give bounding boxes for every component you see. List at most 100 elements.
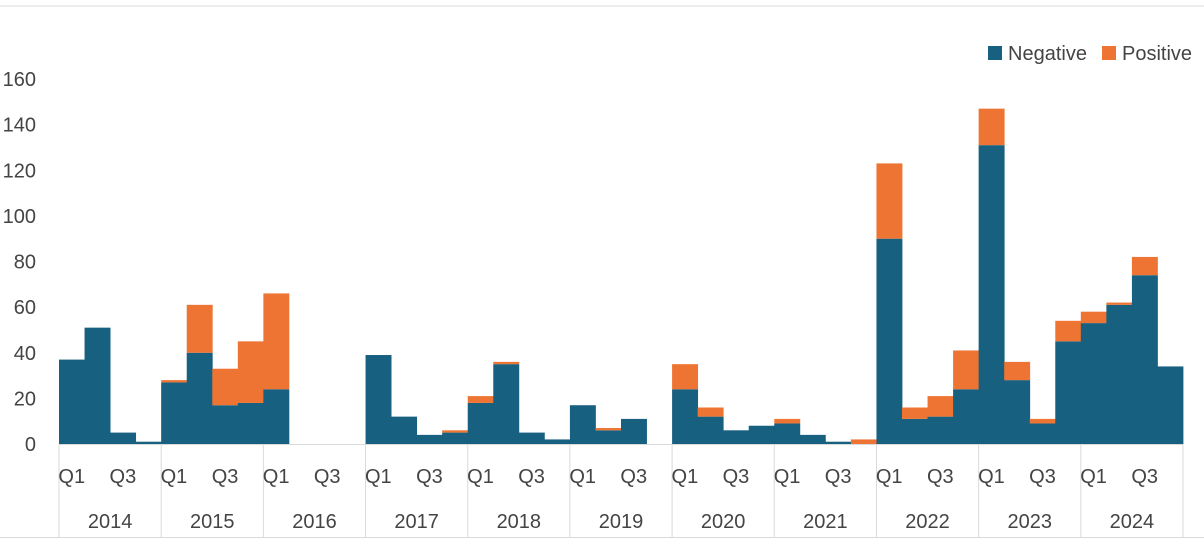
legend: Negative Positive (988, 43, 1192, 65)
bar-negative (825, 441, 852, 444)
bar-negative (953, 389, 980, 444)
bar-negative (1029, 423, 1056, 444)
bar-negative (467, 402, 494, 444)
y-tick-label: 40 (14, 343, 36, 365)
quarter-tick-label: Q1 (876, 466, 903, 488)
bar-negative (416, 434, 443, 444)
legend-label-negative: Negative (1008, 43, 1087, 65)
quarter-tick-label: Q3 (518, 466, 545, 488)
bar-negative (697, 416, 724, 444)
bar-positive (161, 380, 188, 383)
bar-negative (365, 355, 392, 444)
quarter-tick-label: Q3 (927, 466, 954, 488)
quarter-tick-label: Q1 (161, 466, 188, 488)
x-axis: Q1 Q3 2014 Q1 Q3 2015 Q1 Q3 2016 Q1 Q3 2017 Q1 Q3 2018… (0, 444, 1204, 538)
quarter-tick-label: Q1 (672, 466, 699, 488)
bar-negative (621, 418, 647, 444)
quarter-tick-label: Q3 (1131, 466, 1158, 488)
bar-negative (927, 416, 954, 444)
bars (59, 108, 1184, 444)
bar-positive (774, 418, 801, 424)
quarter-tick-label: Q1 (774, 466, 801, 488)
quarter-tick-label: Q3 (723, 466, 750, 488)
bar-negative (1106, 304, 1133, 444)
legend-swatch-negative (988, 46, 1002, 60)
bar-negative (84, 327, 111, 444)
quarter-tick-label: Q3 (416, 466, 443, 488)
y-tick-label: 60 (14, 297, 36, 319)
bar-negative (902, 418, 928, 444)
year-tick-label: 2014 (88, 511, 133, 533)
bar-positive (953, 350, 980, 390)
bar-positive (902, 407, 928, 419)
bar-positive (1080, 311, 1107, 324)
year-tick-label: 2024 (1110, 511, 1155, 533)
legend-label-positive: Positive (1122, 43, 1192, 65)
year-tick-label: 2018 (497, 511, 542, 533)
bar-negative (1055, 341, 1082, 444)
quarter-tick-label: Q1 (365, 466, 392, 488)
bar-positive (927, 396, 954, 417)
y-tick-label: 140 (3, 115, 36, 137)
bar-positive (263, 293, 290, 390)
bar-positive (672, 364, 699, 390)
bar-negative (135, 441, 162, 444)
quarter-tick-label: Q3 (314, 466, 341, 488)
bar-negative (1004, 380, 1031, 444)
bar-negative (799, 434, 826, 444)
year-tick-label: 2017 (394, 511, 439, 533)
bar-positive (595, 428, 622, 431)
quarter-tick-label: Q1 (467, 466, 494, 488)
bar-negative (978, 145, 1005, 444)
year-tick-label: 2021 (803, 511, 848, 533)
bar-positive (978, 108, 1005, 146)
bar-positive (1055, 320, 1082, 342)
quarter-tick-label: Q1 (569, 466, 596, 488)
quarter-tick-label: Q3 (620, 466, 647, 488)
bar-negative (1131, 275, 1158, 444)
bar-positive (1131, 256, 1158, 276)
bar-negative (186, 352, 213, 444)
bar-negative (1080, 323, 1107, 444)
bar-negative (442, 432, 469, 444)
bar-positive (697, 407, 724, 417)
quarter-tick-label: Q1 (978, 466, 1005, 488)
year-tick-label: 2022 (905, 511, 950, 533)
bar-negative (569, 405, 596, 444)
bar-negative (723, 430, 750, 444)
bar-positive (467, 396, 494, 403)
quarter-tick-label: Q1 (58, 466, 85, 488)
quarter-tick-label: Q1 (263, 466, 290, 488)
bar-positive (186, 304, 213, 353)
bar-negative (1157, 366, 1184, 444)
y-tick-label: 160 (3, 69, 36, 91)
bar-negative (595, 430, 622, 444)
bar-positive (442, 430, 469, 433)
bar-positive (1106, 302, 1133, 305)
bar-negative (876, 238, 903, 444)
bar-negative (518, 432, 545, 444)
y-tick-label: 120 (3, 160, 36, 182)
quarter-tick-label: Q3 (825, 466, 852, 488)
bar-negative (212, 405, 239, 444)
y-tick-label: 80 (14, 252, 36, 274)
bar-negative (493, 364, 520, 444)
year-tick-label: 2019 (599, 511, 644, 533)
bar-negative (774, 423, 801, 444)
y-axis: 0 20 40 60 80 100 120 140 160 (3, 69, 36, 456)
bar-positive (850, 439, 877, 444)
bar-positive (493, 361, 520, 365)
year-tick-label: 2020 (701, 511, 746, 533)
y-tick-label: 0 (25, 434, 36, 456)
quarter-tick-label: Q3 (1029, 466, 1056, 488)
bar-positive (237, 341, 264, 403)
bar-positive (876, 163, 903, 239)
bar-positive (1004, 361, 1031, 381)
bar-negative (59, 359, 85, 444)
year-tick-label: 2016 (292, 511, 337, 533)
legend-swatch-positive (1102, 46, 1116, 60)
bar-positive (1029, 418, 1056, 424)
bar-negative (110, 432, 137, 444)
